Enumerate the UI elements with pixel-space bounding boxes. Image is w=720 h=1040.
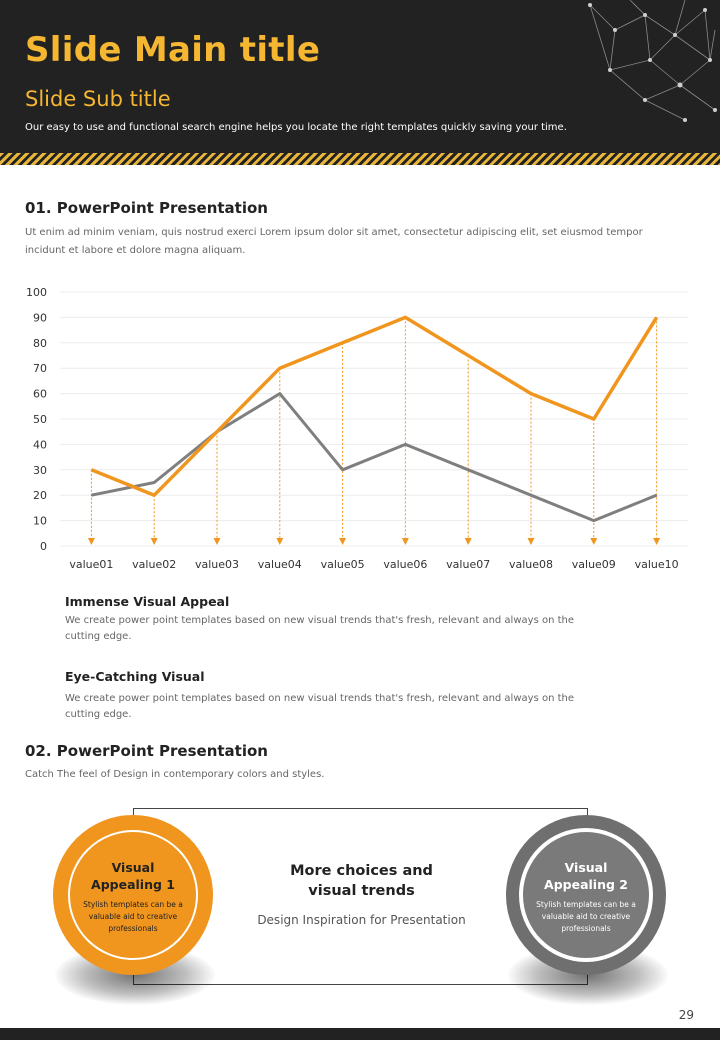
y-tick-label: 90 [33, 311, 47, 324]
section1-text: Ut enim ad minim veniam, quis nostrud ex… [25, 227, 643, 256]
y-tick-label: 40 [33, 438, 47, 451]
data-point [90, 469, 92, 471]
circle1-inner: Visual Appealing 1 Stylish templates can… [68, 830, 198, 960]
data-point [467, 355, 469, 356]
feature1-title: Immense Visual Appeal [65, 594, 230, 609]
feature2-text: We create power point templates based on… [65, 693, 574, 720]
drop-arrow [339, 538, 347, 545]
x-tick-label: value02 [132, 558, 176, 571]
x-tick-label: value05 [321, 558, 365, 571]
y-tick-label: 10 [33, 515, 47, 528]
header-stripe-divider [0, 153, 720, 165]
center-box-title-line2: visual trends [308, 883, 415, 899]
data-point [90, 494, 92, 496]
drop-arrow [653, 538, 661, 545]
y-tick-label: 50 [33, 413, 47, 426]
circle1-title-line1: Visual [111, 860, 155, 875]
x-tick-label: value10 [635, 558, 679, 571]
feature1-text: We create power point templates based on… [65, 615, 574, 642]
circle1-title: Visual Appealing 1 [70, 859, 196, 893]
x-tick-label: value04 [258, 558, 302, 571]
circle2-title-line2: Appealing 2 [544, 877, 628, 892]
data-point [530, 494, 532, 496]
network-graphic-icon [588, 0, 717, 122]
data-point [593, 520, 595, 522]
data-point [279, 393, 281, 395]
center-box-title: More choices and visual trends [134, 861, 589, 901]
x-tick-label: value03 [195, 558, 239, 571]
visual-appealing-2-badge: Visual Appealing 2 Stylish templates can… [506, 815, 666, 975]
drop-arrow [401, 538, 409, 545]
data-point [342, 342, 344, 344]
data-point [216, 431, 218, 433]
drop-arrow [527, 538, 535, 545]
drop-arrow [213, 538, 221, 545]
x-tick-label: value08 [509, 558, 553, 571]
footer-bar [0, 1028, 720, 1040]
drop-arrow [590, 538, 598, 545]
series-line-orange [90, 315, 659, 497]
series-line-gray [91, 392, 658, 523]
data-point [530, 393, 532, 395]
slide-sub-title: Slide Sub title [25, 87, 171, 111]
drop-arrow [150, 538, 158, 545]
circle2-inner: Visual Appealing 2 Stylish templates can… [521, 830, 651, 960]
slide-main-title: Slide Main title [25, 30, 321, 70]
section1-title: 01. PowerPoint Presentation [25, 199, 268, 217]
data-point [342, 469, 344, 471]
line-chart: 0 10 20 30 40 50 60 70 80 90 100 value01 value02 valu… [26, 286, 688, 571]
y-tick-label: 80 [33, 337, 47, 350]
y-tick-label: 30 [33, 464, 47, 477]
y-tick-label: 20 [33, 489, 47, 502]
data-point [404, 316, 406, 318]
center-box-title-line1: More choices and [290, 863, 433, 879]
section2-text: Catch The feel of Design in contemporary… [25, 769, 325, 780]
data-point [593, 418, 595, 420]
data-point [467, 469, 469, 471]
circle2-text: Stylish templates can be a valuable aid … [536, 900, 636, 933]
circle2-title-line1: Visual [564, 860, 608, 875]
center-box-subtitle: Design Inspiration for Presentation [257, 913, 466, 927]
drop-arrow [464, 538, 472, 545]
circle1-text: Stylish templates can be a valuable aid … [83, 900, 183, 933]
visual-appealing-1-badge: Visual Appealing 1 Stylish templates can… [53, 815, 213, 975]
x-tick-label: value09 [572, 558, 616, 571]
circle1-title-line2: Appealing 1 [91, 877, 175, 892]
circle2-title: Visual Appealing 2 [523, 859, 649, 893]
drop-arrow [87, 538, 95, 545]
y-tick-label: 0 [40, 540, 47, 553]
section2-title: 02. PowerPoint Presentation [25, 742, 268, 760]
x-tick-label: value01 [69, 558, 113, 571]
data-point [656, 494, 658, 496]
data-point [279, 367, 281, 369]
header-description: Our easy to use and functional search en… [25, 122, 567, 133]
y-tick-label: 60 [33, 388, 47, 401]
x-tick-label: value06 [383, 558, 427, 571]
data-point [153, 482, 155, 483]
drop-arrow [276, 538, 284, 545]
y-tick-label: 70 [33, 362, 47, 375]
data-point [153, 494, 155, 496]
y-tick-label: 100 [26, 286, 47, 299]
header-banner: Slide Main title Slide Sub title Our eas… [0, 0, 720, 165]
data-point [404, 443, 406, 445]
data-point [656, 316, 658, 318]
feature2-title: Eye-Catching Visual [65, 669, 205, 684]
x-tick-label: value07 [446, 558, 490, 571]
page-number: 29 [678, 1008, 694, 1022]
